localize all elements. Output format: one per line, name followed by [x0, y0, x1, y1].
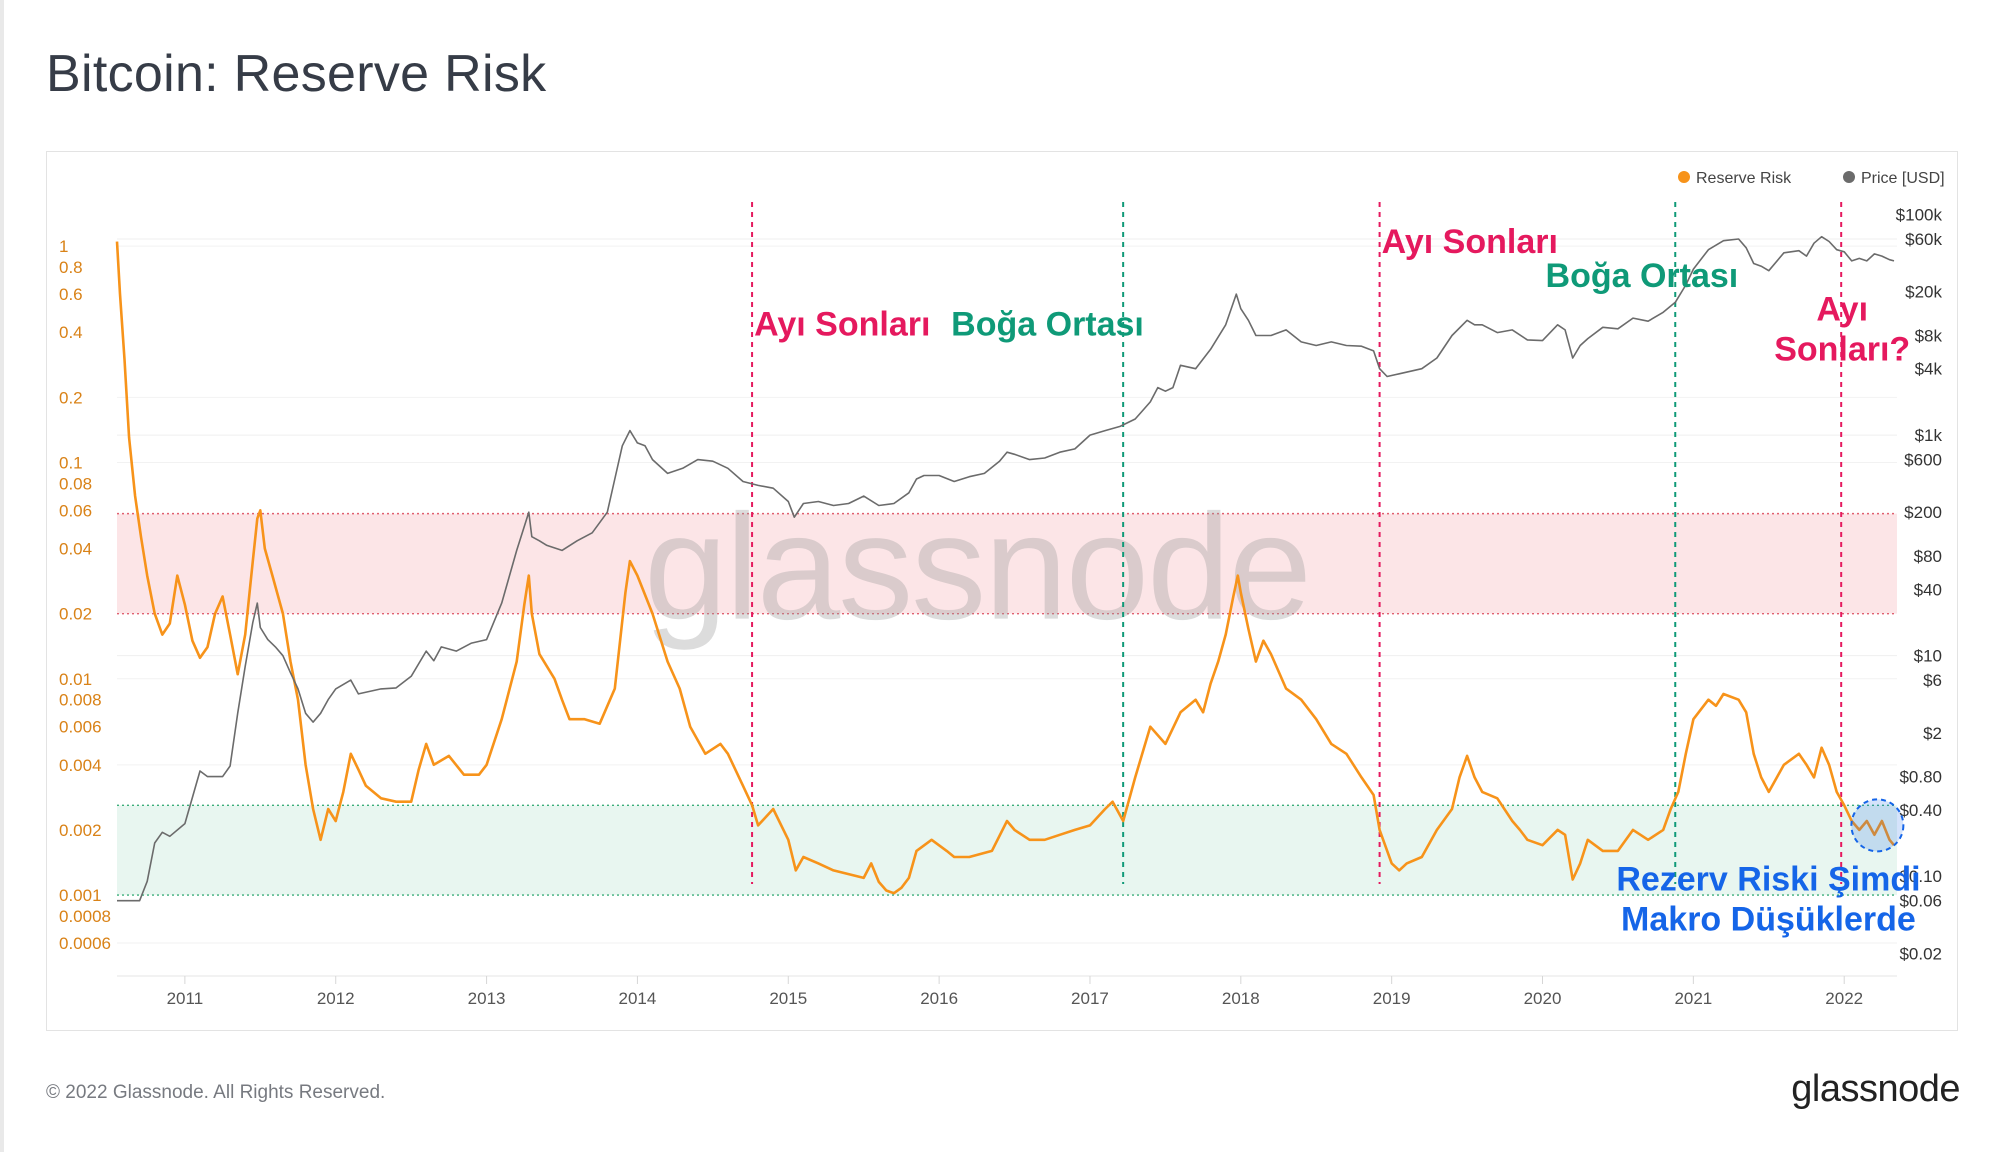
x-tick-label: 2017	[1071, 989, 1109, 1008]
left-axis-tick-label: 0.004	[59, 756, 102, 775]
reserve-risk-series-line	[115, 241, 1895, 895]
legend-swatch	[1678, 171, 1690, 183]
left-axis-tick-label: 0.008	[59, 691, 102, 710]
annotation-bull: Boğa Ortası	[1546, 257, 1739, 295]
annotation-text: Ayı	[1816, 290, 1868, 328]
right-axis-tick-label: $4k	[1915, 360, 1943, 379]
left-axis-tick-label: 0.6	[59, 285, 83, 304]
right-axis-tick-label: $6	[1923, 671, 1942, 690]
x-tick-label: 2021	[1674, 989, 1712, 1008]
right-axis-tick-label: $0.06	[1899, 892, 1942, 911]
annotation-bull: Boğa Ortası	[951, 306, 1144, 344]
x-tick-label: 2013	[468, 989, 506, 1008]
x-tick-label: 2014	[619, 989, 657, 1008]
x-tick-label: 2018	[1222, 989, 1260, 1008]
right-axis-tick-label: $0.02	[1899, 944, 1942, 963]
watermark-text: glassnode	[644, 483, 1310, 651]
legend-price: Price [USD]	[1861, 170, 1945, 187]
legend-reserve-risk: Reserve Risk	[1696, 170, 1792, 187]
left-axis-tick-label: 0.02	[59, 605, 92, 624]
high-risk-band	[117, 512, 1897, 615]
annotation-text: Rezerv Riski Şimdi	[1616, 860, 1920, 898]
left-axis-tick-label: 0.4	[59, 323, 83, 342]
right-axis-tick-label: $20k	[1905, 283, 1942, 302]
reserve-risk-chart: glassnode 2011 2012 2013 2014 2015 2016 2017 201…	[59, 170, 1945, 1008]
left-axis-tick-label: 0.1	[59, 453, 83, 472]
left-axis-tick-label: 0.002	[59, 821, 102, 840]
left-axis-tick-label: 0.006	[59, 718, 102, 737]
left-axis-tick-label: 0.04	[59, 540, 92, 559]
x-tick-label: 2016	[920, 989, 958, 1008]
legend-swatch	[1843, 171, 1855, 183]
right-axis-tick-label: $0.10	[1899, 867, 1942, 886]
right-axis-tick-label: $0.40	[1899, 801, 1942, 820]
right-axis-tick-label: $80	[1914, 547, 1942, 566]
page-edge	[0, 0, 4, 1152]
right-axis-tick-label: $200	[1904, 503, 1942, 522]
x-tick-label: 2022	[1825, 989, 1863, 1008]
x-tick-label: 2020	[1524, 989, 1562, 1008]
annotation-text: Ayı Sonları	[754, 306, 930, 344]
x-tick-label: 2011	[167, 989, 204, 1008]
left-axis-tick-label: 0.0008	[59, 907, 111, 926]
right-axis-tick-label: $8k	[1915, 327, 1943, 346]
x-tick-label: 2012	[317, 989, 355, 1008]
x-tick-label: 2019	[1373, 989, 1411, 1008]
annotation-bear: Ayı Sonları	[754, 306, 930, 344]
left-axis-tick-label: 0.2	[59, 388, 83, 407]
footer-copyright: © 2022 Glassnode. All Rights Reserved.	[46, 1082, 386, 1103]
left-axis-tick-label: 1	[59, 237, 68, 256]
annotation-bear: Ayı Sonları	[1382, 223, 1558, 261]
right-axis-tick-label: $60k	[1905, 230, 1942, 249]
price-series-line	[117, 235, 1895, 902]
current-value-highlight-circle	[1850, 798, 1905, 853]
right-axis-tick-label: $100k	[1896, 206, 1943, 225]
annotation-text: Ayı Sonları	[1382, 223, 1558, 261]
high-risk-band-fill	[117, 513, 1897, 614]
left-axis-tick-label: 0.08	[59, 474, 92, 493]
right-axis-tick-label: $10	[1914, 647, 1942, 666]
right-axis-tick-label: $0.80	[1899, 768, 1942, 787]
page-title: Bitcoin: Reserve Risk	[46, 45, 547, 103]
left-axis-tick-label: 0.0006	[59, 934, 111, 953]
left-axis-tick-label: 0.001	[59, 886, 102, 905]
annotation-text: Boğa Ortası	[951, 306, 1144, 344]
right-axis-tick-label: $1k	[1915, 426, 1943, 445]
annotation-text: Boğa Ortası	[1546, 257, 1739, 295]
annotation-text: Makro Düşüklerde	[1621, 900, 1916, 938]
right-axis-tick-label: $40	[1914, 580, 1942, 599]
annotation-text: Sonları?	[1774, 330, 1910, 368]
right-axis-tick-label: $2	[1923, 724, 1942, 743]
legend: Reserve Risk Price [USD]	[1678, 170, 1945, 187]
left-axis-tick-label: 0.8	[59, 258, 83, 277]
left-axis-tick-label: 0.06	[59, 501, 92, 520]
left-axis-tick-label: 0.01	[59, 670, 92, 689]
chart-panel: glassnode 2011 2012 2013 2014 2015 2016 2017 201…	[46, 151, 1958, 1031]
x-tick-label: 2015	[769, 989, 807, 1008]
right-axis-tick-label: $600	[1904, 451, 1942, 470]
gridlines	[117, 238, 1897, 944]
footer-logo: glassnode	[1791, 1068, 1960, 1110]
